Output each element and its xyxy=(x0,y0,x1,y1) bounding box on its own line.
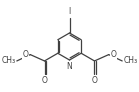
Text: O: O xyxy=(42,76,47,85)
Text: N: N xyxy=(67,62,72,71)
Text: O: O xyxy=(92,76,97,85)
Text: O: O xyxy=(111,50,116,59)
Text: O: O xyxy=(23,50,28,59)
Text: CH₃: CH₃ xyxy=(123,56,138,65)
Text: I: I xyxy=(68,7,71,16)
Text: CH₃: CH₃ xyxy=(1,56,16,65)
